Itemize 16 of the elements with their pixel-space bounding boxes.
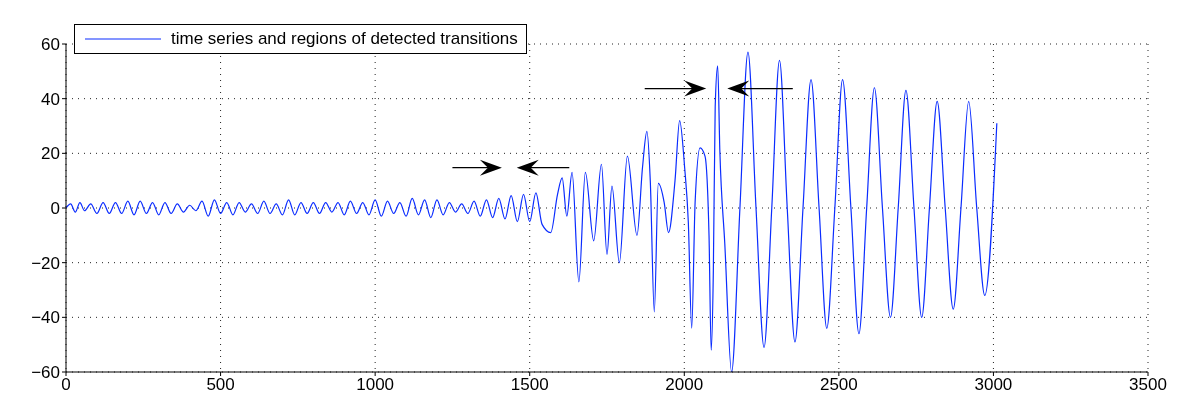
x-tick-label: 3500 <box>1129 375 1167 395</box>
y-tick-label: 0 <box>50 199 60 219</box>
legend-label: time series and regions of detected transitions <box>171 29 518 49</box>
x-tick-label: 1500 <box>510 375 549 395</box>
y-tick-label: 20 <box>41 144 60 164</box>
x-tick-label: 500 <box>206 375 235 395</box>
y-tick-label: 60 <box>41 35 60 55</box>
x-tick-label: 2000 <box>665 375 704 395</box>
y-tick-label: −40 <box>31 308 60 328</box>
x-tick-label: 2500 <box>819 375 858 395</box>
y-tick-label: −60 <box>31 363 60 383</box>
y-tick-label: −20 <box>31 253 60 273</box>
line-series <box>66 51 998 372</box>
x-tick-label: 1000 <box>356 375 395 395</box>
x-tick-label: 3000 <box>974 375 1013 395</box>
y-tick-label: 40 <box>41 89 60 109</box>
